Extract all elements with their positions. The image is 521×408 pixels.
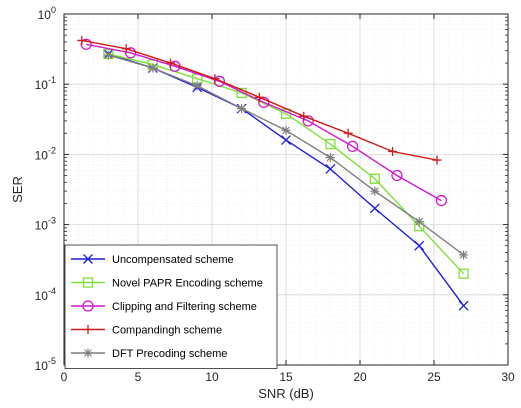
data-point — [281, 135, 291, 146]
data-point — [346, 140, 359, 153]
data-point — [414, 217, 424, 227]
legend-label: Novel PAPR Encoding scheme — [112, 278, 263, 290]
data-point — [148, 63, 158, 73]
y-tick-label: 10-4 — [35, 286, 56, 303]
x-tick-label: 20 — [353, 370, 367, 384]
data-point — [370, 186, 380, 196]
data-point — [458, 268, 469, 279]
y-tick-label: 10-1 — [35, 75, 56, 92]
data-point — [166, 58, 176, 68]
x-tick-label: 15 — [279, 370, 293, 384]
x-tick-label: 0 — [61, 370, 68, 384]
data-point — [192, 81, 202, 91]
data-point — [254, 92, 264, 102]
x-tick-label: 25 — [427, 370, 441, 384]
legend-marker — [82, 300, 94, 312]
series-line — [108, 53, 465, 275]
legend-item: Uncompensated scheme — [71, 254, 234, 266]
data-point — [369, 173, 380, 184]
legend-item: Novel PAPR Encoding scheme — [71, 277, 263, 290]
legend-label: DFT Precoding scheme — [112, 348, 227, 360]
x-tick-labels: 0 5 10 15 20 25 30 — [61, 370, 515, 384]
data-point — [459, 250, 469, 260]
data-point — [103, 50, 113, 60]
legend-box — [64, 244, 278, 369]
data-point — [237, 104, 247, 114]
data-point — [325, 138, 336, 150]
data-point — [121, 44, 131, 54]
data-point — [343, 128, 353, 138]
legend-marker — [83, 254, 93, 264]
legend-item: Clipping and Filtering scheme — [71, 300, 257, 313]
data-point — [388, 146, 398, 156]
data-point — [325, 153, 335, 163]
y-tick-label: 10-5 — [35, 356, 56, 373]
y-tick-labels: 100 10-1 10-2 10-3 10-4 10-5 — [35, 5, 56, 373]
data-point — [210, 74, 220, 84]
legend-marker — [83, 348, 93, 358]
x-tick-label: 10 — [205, 370, 219, 384]
x-axis-label: SNR (dB) — [258, 386, 314, 401]
x-tick-label: 30 — [501, 370, 515, 384]
x-tick-label: 5 — [135, 370, 142, 384]
data-point — [458, 300, 469, 311]
data-point — [236, 87, 247, 99]
legend-label: Clipping and Filtering scheme — [112, 301, 257, 313]
series-line — [86, 43, 442, 202]
series-2 — [80, 38, 448, 207]
y-axis-label: SER — [10, 176, 25, 203]
data-point — [432, 155, 442, 165]
data-point — [77, 35, 87, 45]
data-point — [414, 240, 425, 251]
y-tick-label: 10-2 — [35, 145, 56, 162]
data-point — [369, 203, 380, 214]
data-point — [299, 111, 309, 121]
data-point — [325, 164, 336, 174]
legend-marker — [82, 277, 94, 288]
legend-marker — [83, 325, 93, 334]
legend-item: Compandingh scheme — [71, 325, 222, 337]
data-point — [435, 194, 448, 207]
y-tick-label: 10-3 — [35, 216, 56, 233]
series-3 — [77, 35, 442, 165]
y-tick-label: 100 — [38, 5, 56, 22]
data-point — [391, 169, 403, 182]
legend-label: Uncompensated scheme — [112, 254, 234, 266]
legend-item: DFT Precoding scheme — [71, 348, 227, 360]
data-point — [281, 125, 291, 135]
series-layer — [77, 35, 469, 311]
legend-label: Compandingh scheme — [112, 325, 222, 337]
series-4 — [103, 50, 469, 260]
legend: Uncompensated scheme Novel PAPR Encoding … — [64, 244, 278, 369]
